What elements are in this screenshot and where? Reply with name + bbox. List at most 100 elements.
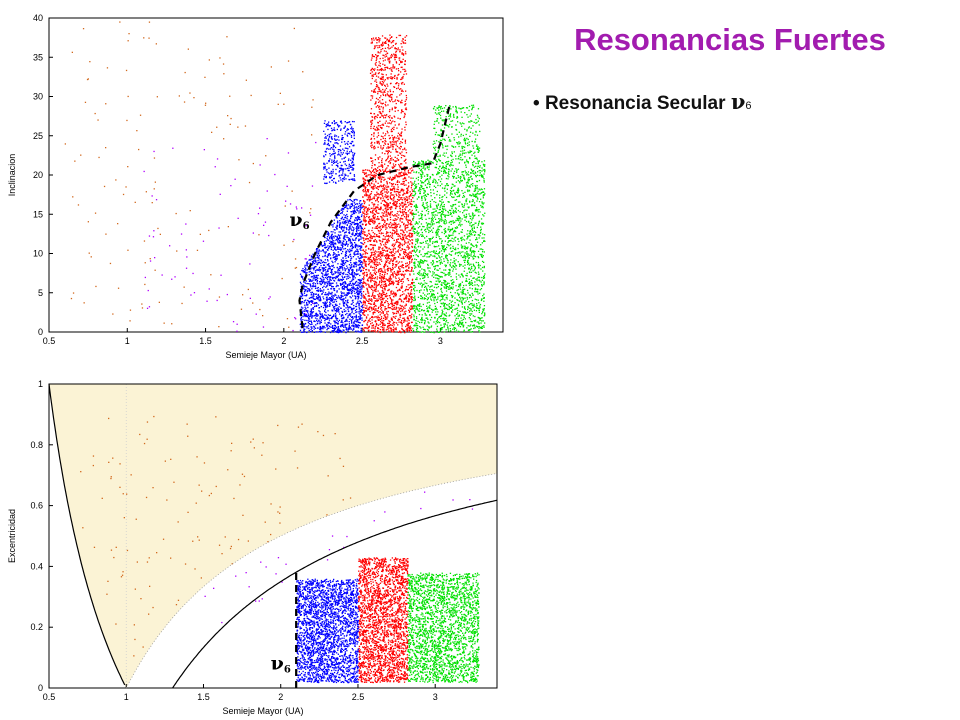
- data-point: [381, 297, 384, 300]
- data-point: [321, 316, 323, 318]
- data-point: [379, 57, 381, 60]
- data-point: [400, 61, 402, 64]
- data-point: [346, 224, 348, 226]
- data-point: [335, 122, 338, 124]
- data-point: [387, 186, 390, 188]
- data-point: [368, 299, 370, 301]
- data-point: [371, 210, 374, 213]
- data-point: [403, 204, 405, 206]
- data-point: [365, 282, 367, 285]
- data-point: [350, 280, 353, 282]
- data-point: [366, 252, 369, 255]
- data-point: [387, 289, 389, 292]
- data-point: [395, 302, 397, 305]
- data-point: [337, 241, 339, 243]
- data-point: [399, 242, 401, 244]
- data-point: [342, 170, 344, 172]
- data-point: [405, 325, 407, 328]
- data-point: [383, 204, 385, 206]
- data-point: [389, 115, 391, 117]
- data-point: [404, 198, 407, 200]
- data-point: [328, 144, 330, 146]
- data-point: [370, 220, 372, 223]
- data-point: [316, 315, 319, 317]
- data-point: [389, 47, 392, 49]
- data-point: [346, 234, 348, 237]
- data-point: [353, 266, 355, 268]
- data-point: [365, 310, 367, 312]
- data-point: [361, 304, 364, 306]
- data-point: [354, 309, 357, 312]
- data-point: [345, 254, 348, 257]
- data-point: [373, 209, 375, 211]
- data-point: [400, 146, 402, 148]
- data-point: [357, 207, 360, 209]
- data-point: [391, 282, 393, 284]
- data-point: [368, 257, 370, 259]
- data-point: [372, 293, 374, 295]
- data-point: [341, 226, 344, 228]
- data-point: [410, 252, 412, 254]
- data-point: [373, 295, 375, 297]
- data-point: [354, 251, 356, 253]
- data-point: [340, 222, 342, 224]
- data-point: [324, 268, 327, 271]
- data-point: [313, 328, 315, 330]
- data-point: [372, 75, 374, 77]
- data-point: [359, 263, 361, 265]
- data-point: [353, 178, 355, 180]
- data-point: [399, 318, 401, 321]
- data-point: [369, 320, 371, 323]
- data-point: [381, 76, 383, 78]
- data-point: [309, 284, 312, 286]
- data-point: [378, 235, 380, 237]
- data-point: [303, 301, 305, 304]
- data-point: [339, 329, 341, 332]
- data-point: [326, 235, 329, 238]
- data-point: [405, 172, 407, 175]
- data-point: [349, 199, 352, 201]
- data-point: [336, 258, 338, 260]
- data-point: [332, 273, 335, 275]
- data-point: [399, 225, 402, 227]
- data-point: [348, 250, 350, 252]
- data-point: [389, 231, 391, 234]
- data-point: [381, 241, 383, 243]
- data-point: [334, 258, 336, 260]
- data-point: [396, 310, 398, 312]
- data-point: [356, 264, 358, 266]
- data-point: [387, 59, 389, 61]
- data-point: [392, 203, 394, 205]
- data-point: [404, 242, 406, 244]
- data-point: [348, 290, 350, 292]
- data-point: [401, 202, 403, 204]
- data-point: [372, 127, 375, 130]
- data-point: [367, 240, 369, 243]
- data-point: [337, 214, 340, 216]
- data-point: [302, 295, 304, 297]
- data-point: [381, 35, 384, 37]
- data-point: [329, 254, 331, 256]
- data-point: [378, 223, 380, 225]
- data-point: [383, 285, 385, 287]
- data-point: [348, 326, 351, 328]
- data-point: [335, 314, 337, 316]
- data-point: [350, 241, 353, 244]
- data-point: [332, 172, 334, 174]
- data-point: [324, 293, 326, 296]
- data-point: [405, 179, 407, 182]
- data-point: [367, 194, 369, 196]
- data-point: [387, 195, 389, 197]
- data-point: [399, 203, 401, 205]
- data-point: [360, 297, 362, 300]
- data-point: [305, 331, 308, 333]
- data-point: [347, 132, 349, 134]
- data-point: [331, 224, 333, 226]
- data-point: [377, 176, 379, 178]
- data-point: [344, 244, 346, 246]
- data-point: [370, 255, 372, 257]
- data-point: [386, 125, 388, 127]
- data-point: [377, 204, 379, 206]
- data-point: [391, 223, 393, 225]
